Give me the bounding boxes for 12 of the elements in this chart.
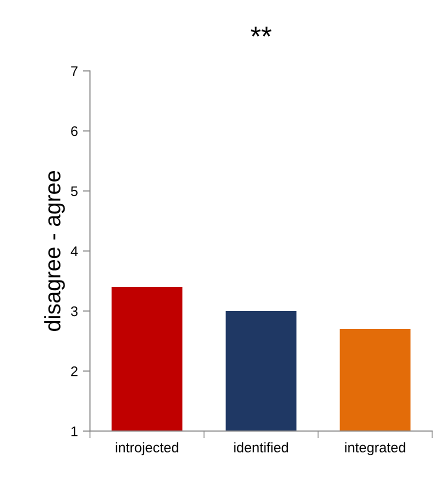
y-tick-label: 3 [70, 306, 78, 316]
y-tick-label: 2 [71, 366, 78, 376]
y-tick-label: 6 [71, 126, 78, 136]
chart-title: ** [250, 26, 272, 37]
x-tick-label: integrated [345, 442, 406, 456]
x-tick-label: introjected [116, 442, 178, 456]
y-axis-title: disagree - agree [44, 171, 65, 331]
y-tick-label: 5 [70, 186, 78, 196]
y-tick-label: 4 [70, 246, 78, 256]
x-tick-label: identified [234, 442, 288, 452]
y-tick-label: 7 [71, 66, 78, 76]
y-tick-label: 1 [71, 426, 78, 436]
